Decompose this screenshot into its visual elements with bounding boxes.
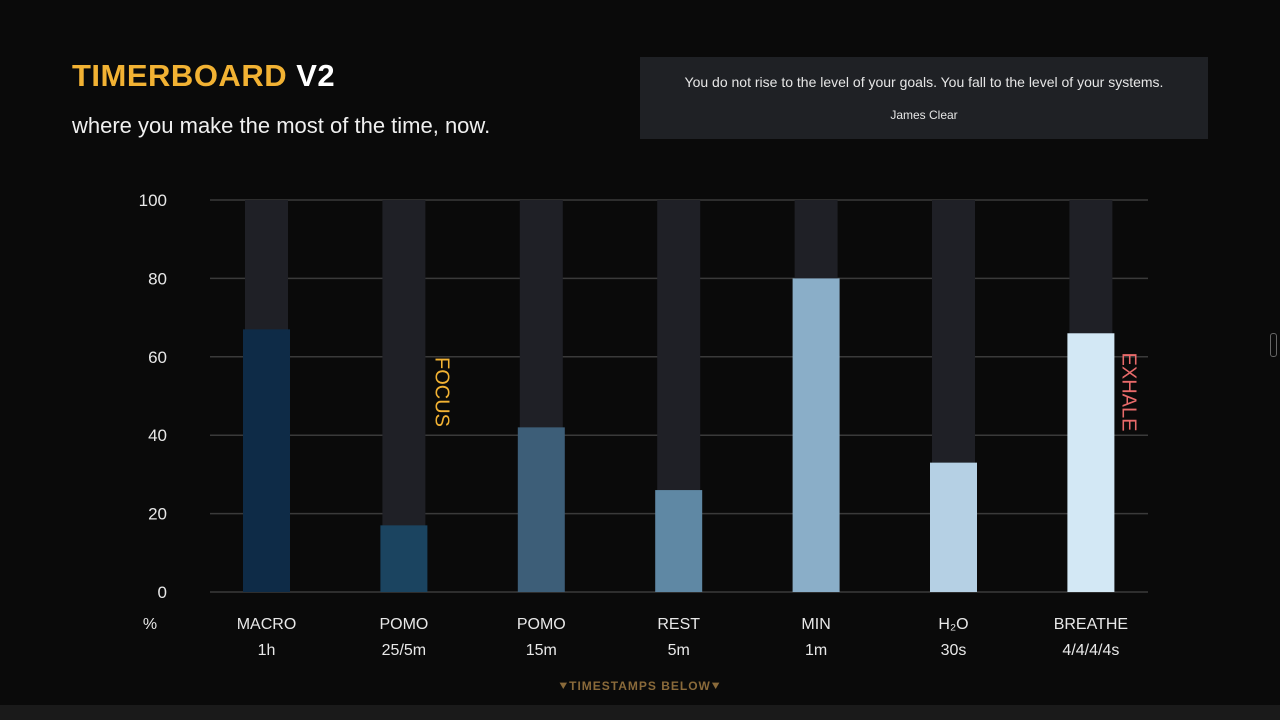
footer-text: TIMESTAMPS BELOW (569, 679, 711, 693)
quote-author: James Clear (890, 108, 958, 122)
bar-annotation: FOCUS (431, 357, 453, 427)
double-chevron-down-icon: ⯆ (710, 679, 722, 693)
bar (792, 278, 840, 592)
bar (930, 462, 977, 592)
x-tick-sublabel: 1m (805, 642, 827, 659)
y-tick-label: 0 (158, 583, 167, 602)
y-tick-label: 40 (148, 426, 167, 445)
x-tick-label: REST (657, 616, 700, 633)
bottom-strip (0, 705, 1280, 720)
bar-annotation: EXHALE (1118, 353, 1140, 432)
bar (517, 427, 565, 592)
timer-bar-chart: 0 20 40 60 80 100% MACRO 1h POMO 25/5m POMO 15m REST… (139, 191, 1148, 659)
x-tick-sublabel: 4/4/4/4s (1062, 642, 1119, 659)
timestamps-below-label: ⯆TIMESTAMPS BELOW⯆ (0, 679, 1280, 694)
version-label: V2 (296, 58, 336, 93)
y-axis-label: % (143, 616, 157, 633)
x-tick-sublabel: 25/5m (382, 642, 426, 659)
y-tick-label: 60 (148, 348, 167, 367)
brand-name: TIMERBOARD (72, 58, 288, 93)
bar (243, 329, 290, 592)
y-tick-label: 80 (148, 269, 167, 288)
y-tick-label: 100 (139, 191, 167, 210)
quote-box: You do not rise to the level of your goa… (640, 57, 1208, 139)
quote-text: You do not rise to the level of your goa… (684, 74, 1164, 90)
bar (655, 490, 703, 592)
y-tick-label: 20 (148, 505, 167, 524)
x-tick-sublabel: 30s (941, 642, 967, 659)
bar (1067, 333, 1115, 592)
bar (380, 525, 428, 592)
x-tick-label: POMO (517, 616, 566, 633)
x-tick-sublabel: 1h (258, 642, 276, 659)
x-tick-label: MACRO (237, 616, 297, 633)
double-chevron-down-icon: ⯆ (558, 679, 570, 693)
x-tick-sublabel: 15m (526, 642, 557, 659)
x-tick-label: H₂O (938, 616, 968, 633)
app-title: TIMERBOARD V2 (72, 58, 335, 94)
x-tick-label: BREATHE (1054, 616, 1128, 633)
x-tick-sublabel: 5m (668, 642, 690, 659)
scrollbar-handle[interactable] (1270, 333, 1277, 357)
subtitle: where you make the most of the time, now… (72, 113, 491, 138)
x-tick-label: MIN (801, 616, 830, 633)
x-tick-label: POMO (379, 616, 428, 633)
